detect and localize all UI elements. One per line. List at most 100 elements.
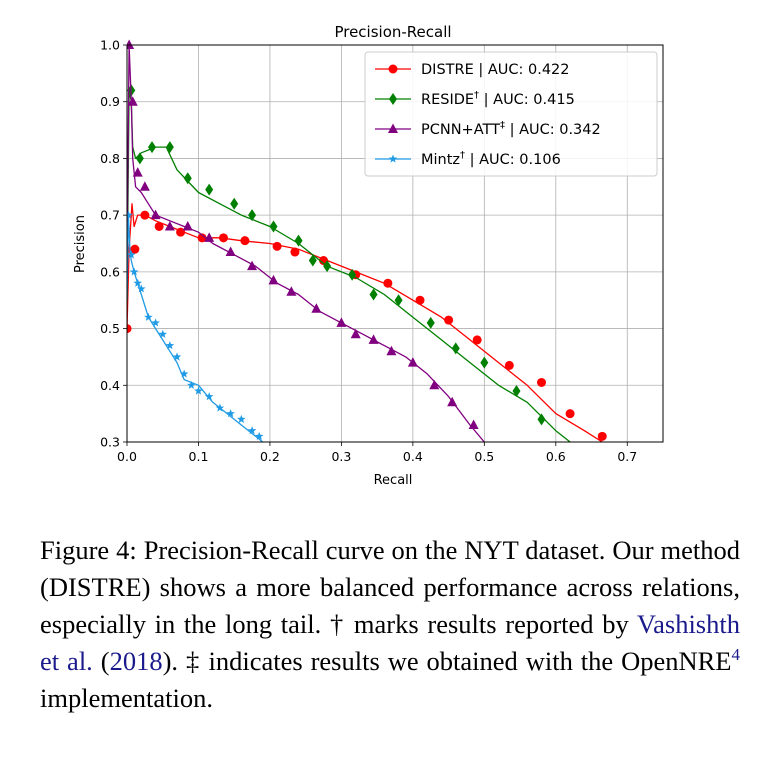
series-point (237, 414, 246, 423)
series-point (127, 96, 138, 106)
y-tick-label: 0.9 (100, 94, 120, 109)
x-tick-label: 0.1 (189, 449, 209, 464)
citation-link-year[interactable]: 2018 (109, 646, 163, 676)
series-point (127, 39, 135, 49)
series-point (204, 232, 215, 242)
y-tick-label: 0.3 (100, 435, 120, 450)
series-point (597, 431, 607, 441)
x-tick-label: 0.3 (331, 449, 351, 464)
y-tick-label: 0.4 (100, 378, 120, 393)
series-point (176, 227, 186, 237)
series-point (426, 316, 435, 329)
legend-entry-rest: | AUC: 0.415 (479, 92, 575, 108)
series-point (132, 167, 143, 177)
series-point (565, 409, 575, 419)
y-tick-label: 0.7 (100, 208, 120, 223)
series-3 (127, 210, 264, 442)
legend-entry-sup: ‡ (500, 120, 505, 131)
series-point (140, 210, 150, 220)
series-point (480, 356, 489, 369)
series-point (468, 419, 479, 429)
y-axis-label: Precision (73, 215, 88, 273)
caption-text-1: Precision-Recall curve on the NYT datase… (40, 535, 740, 639)
legend-entry: PCNN+ATT‡ | AUC: 0.342 (421, 120, 601, 138)
series-point (215, 403, 225, 412)
series-point (218, 233, 228, 243)
legend-marker (388, 64, 398, 74)
series-point (151, 318, 160, 327)
legend-entry-sup: † (474, 90, 479, 101)
series-point (415, 295, 425, 305)
series-point (348, 268, 357, 281)
series-point (179, 369, 189, 378)
legend-entry-rest: | AUC: 0.106 (465, 152, 561, 168)
series-point (537, 413, 546, 426)
y-tick-label: 0.5 (100, 321, 120, 336)
series-point (197, 233, 207, 243)
series-point (150, 209, 161, 220)
series-0 (127, 203, 607, 442)
series-point (158, 329, 168, 338)
series-point (350, 328, 361, 339)
x-tick-label: 0.2 (260, 449, 280, 464)
series-point (451, 342, 460, 355)
series-point (386, 345, 397, 356)
series-point (407, 357, 418, 367)
series-point (164, 220, 175, 231)
series-point (165, 141, 174, 154)
legend-box (364, 51, 658, 177)
series-point (127, 210, 133, 219)
series-point (230, 197, 239, 210)
legend-entry-main: RESIDE (421, 92, 474, 108)
series-point (286, 286, 297, 296)
series-point (127, 324, 132, 334)
caption-figure-label: Figure 4: (40, 535, 144, 565)
series-line (127, 203, 603, 442)
legend: DISTRE | AUC: 0.422 RESIDE† | AUC: 0.415 P… (364, 51, 658, 177)
series-point (135, 152, 144, 165)
series-point (130, 244, 140, 254)
legend-entry-main: Mintz (421, 152, 460, 168)
series-point (369, 288, 378, 301)
legend-marker (388, 154, 398, 163)
series-point (472, 335, 482, 345)
x-tick-label: 0.0 (117, 449, 137, 464)
series-point (205, 183, 214, 196)
plot-frame (126, 44, 664, 443)
caption-text-2: ‡ indicates results we obtained with the… (185, 646, 732, 676)
footnote-link[interactable]: 4 (731, 645, 741, 665)
legend-entry: Mintz† | AUC: 0.106 (421, 150, 561, 168)
x-tick-label: 0.4 (403, 449, 423, 464)
y-tick-label: 1.0 (100, 38, 120, 53)
series-point (129, 267, 139, 276)
series-point (225, 246, 236, 257)
series-point (336, 317, 347, 327)
series-point (172, 352, 182, 361)
series-point (394, 294, 403, 307)
series-point (154, 221, 164, 231)
series-line (127, 89, 571, 442)
series-point (447, 396, 458, 407)
series-point (294, 234, 303, 247)
chart-title: Precision-Recall (334, 23, 451, 41)
x-tick-label: 0.6 (546, 449, 566, 464)
citation-link-author[interactable]: Vashishth et al. (40, 609, 740, 676)
series-point (268, 274, 279, 285)
series-point (383, 278, 393, 288)
axes: 0.0 0.1 0.2 0.3 0.4 0.5 0.6 0.7 0.3 0.4 0.5 0.6 0.7 0… (100, 38, 664, 464)
series-point (240, 236, 250, 246)
series-point (290, 247, 300, 257)
series-point (247, 426, 257, 435)
legend-entry-main: DISTRE | AUC: 0.422 (421, 62, 570, 78)
series-point (148, 141, 157, 154)
legend-marker (389, 93, 397, 105)
series-point (368, 334, 379, 344)
series-point (311, 303, 322, 313)
x-tick-label: 0.7 (617, 449, 637, 464)
caption-text-3: implementation. (40, 683, 213, 713)
series-point (504, 360, 514, 370)
series-point (254, 431, 264, 440)
series-point (194, 386, 203, 395)
legend-marker (388, 123, 398, 133)
series-point (308, 254, 317, 267)
